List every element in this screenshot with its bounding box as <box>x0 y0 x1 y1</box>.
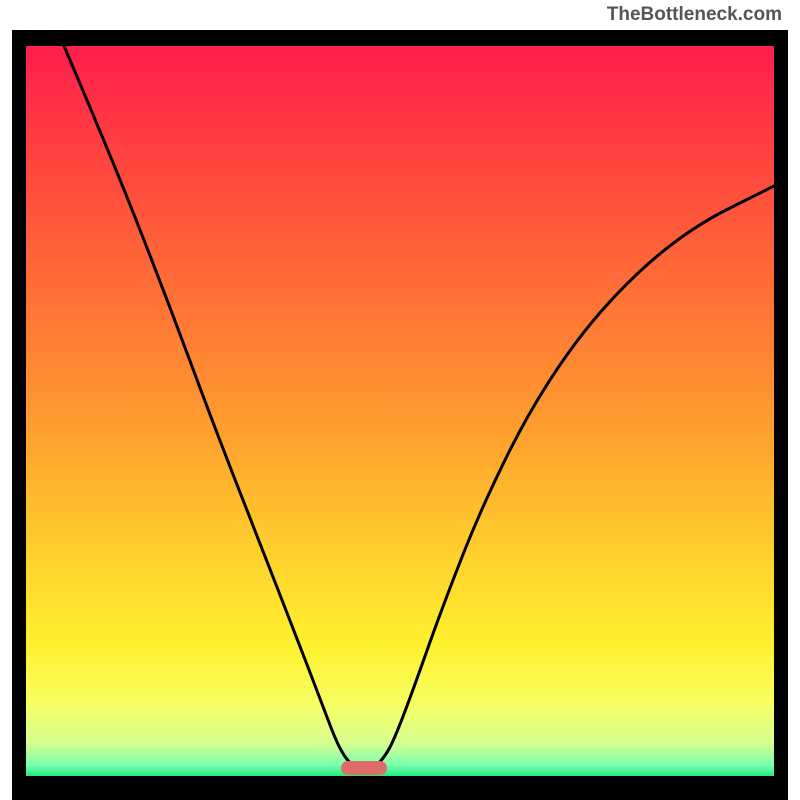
plot-area <box>26 46 774 776</box>
bottleneck-curve <box>26 46 774 776</box>
optimal-marker <box>341 761 387 775</box>
curve-right-branch <box>376 186 774 766</box>
curve-left-branch <box>64 46 354 766</box>
chart-frame <box>12 30 788 800</box>
watermark-text: TheBottleneck.com <box>607 4 782 26</box>
